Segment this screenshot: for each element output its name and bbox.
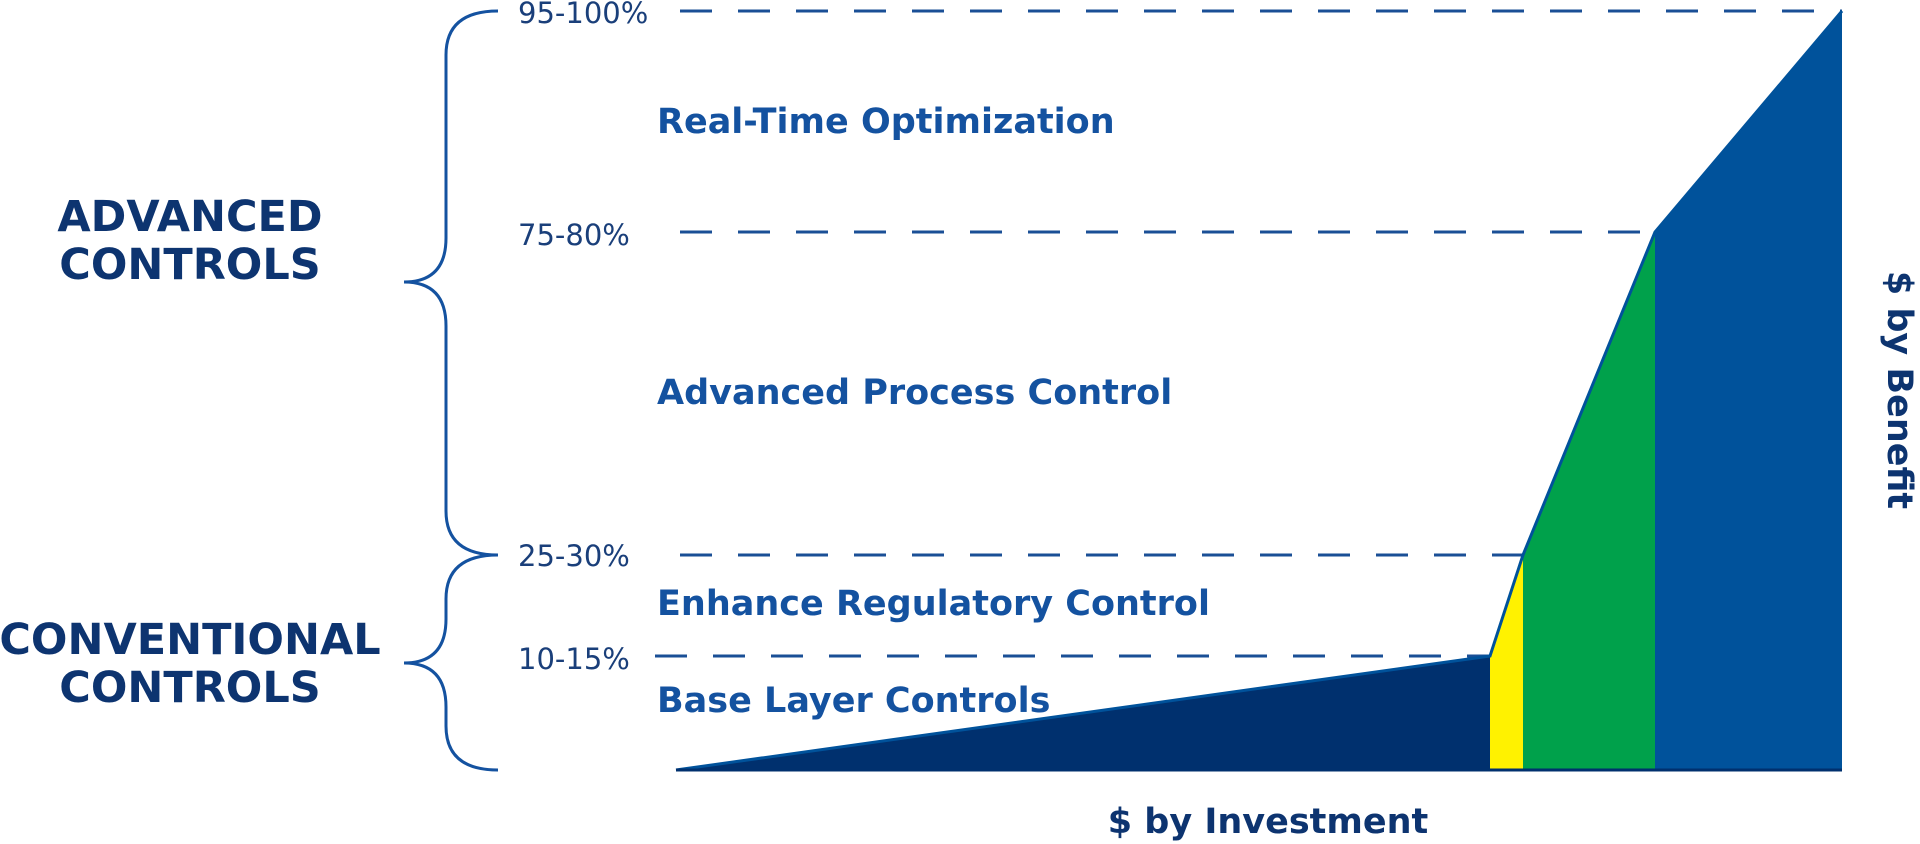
real-time-optimization-area — [1655, 11, 1842, 770]
conventional-controls-label-line2: CONTROLS — [59, 663, 320, 713]
advanced-controls-label-line2: CONTROLS — [59, 240, 320, 290]
threshold-label-95-100: 95-100% — [518, 0, 648, 30]
level-label-enhance-regulatory-control: Enhance Regulatory Control — [657, 584, 1210, 624]
level-label-real-time-optimization: Real-Time Optimization — [657, 102, 1115, 142]
advanced-process-control-area — [1523, 232, 1655, 770]
x-axis-label: $ by Investment — [1108, 802, 1429, 842]
benefit-curve — [675, 10, 1844, 772]
threshold-label-10-15: 10-15% — [518, 642, 630, 676]
conventional-brace — [403, 553, 499, 772]
conventional-controls-label-line1: CONVENTIONAL — [0, 615, 381, 665]
level-label-advanced-process-control: Advanced Process Control — [657, 373, 1172, 413]
regulatory-control-area — [1490, 555, 1523, 770]
advanced-controls-label-line1: ADVANCED — [57, 192, 322, 242]
advanced-brace — [403, 9, 499, 557]
threshold-label-75-80: 75-80% — [518, 218, 630, 252]
level-label-base-layer-controls: Base Layer Controls — [657, 681, 1050, 721]
threshold-label-25-30: 25-30% — [518, 539, 630, 573]
y-axis-label: $ by Benefit — [1879, 271, 1919, 509]
